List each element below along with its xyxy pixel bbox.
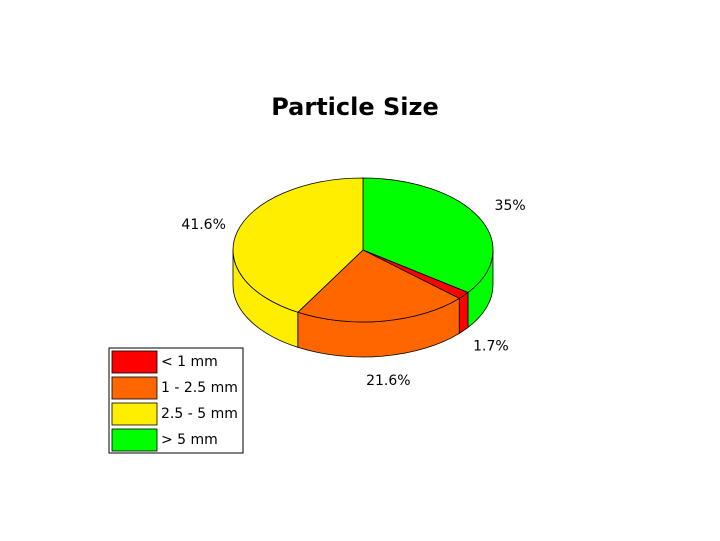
- legend-label: > 5 mm: [161, 432, 218, 448]
- chart-title: Particle Size: [271, 93, 439, 121]
- legend-swatch: [111, 402, 158, 426]
- pie-slice: [297, 249, 461, 323]
- legend-label: 2.5 - 5 mm: [161, 406, 238, 422]
- pie-slice: [362, 177, 494, 293]
- data-label: 41.6%: [181, 217, 225, 233]
- pie-slice: [232, 177, 364, 313]
- legend-swatch: [111, 428, 158, 452]
- legend-swatch: [111, 376, 158, 400]
- data-label: 35%: [495, 198, 526, 214]
- data-label: 1.7%: [473, 338, 509, 354]
- pie-side: [458, 291, 469, 335]
- legend-swatch: [111, 350, 158, 374]
- data-label: 21.6%: [366, 373, 410, 389]
- legend-label: 1 - 2.5 mm: [161, 380, 238, 396]
- legend-label: < 1 mm: [161, 354, 218, 370]
